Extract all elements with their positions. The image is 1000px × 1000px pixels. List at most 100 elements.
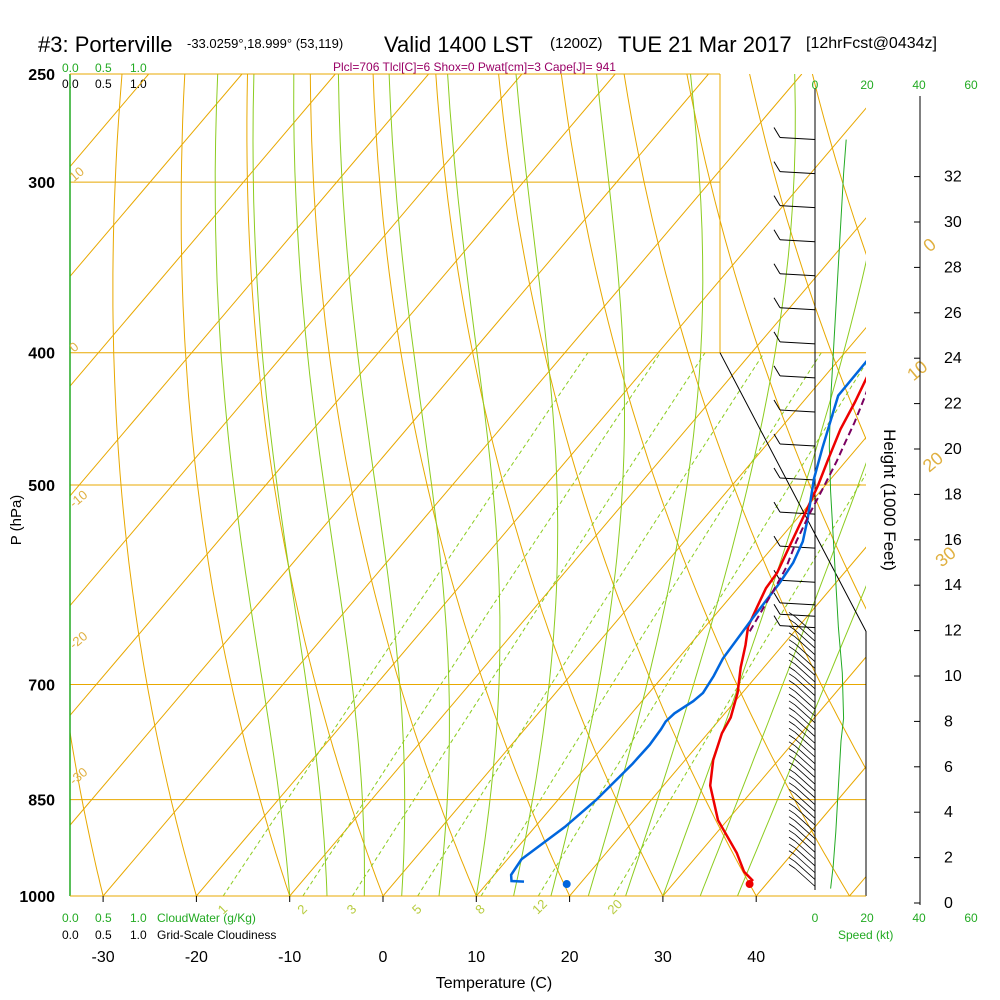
- wind-barb-shaft: [779, 477, 816, 481]
- wind-barb-flag: [773, 195, 781, 206]
- temperature-tick-label: -20: [185, 949, 208, 966]
- wind-barb-flag: [773, 603, 781, 615]
- wind-barb-shaft: [794, 806, 816, 826]
- wind-barb-shaft: [779, 273, 816, 277]
- height-axis-label: Height (1000 Feet): [880, 429, 899, 571]
- speed-tick-label: 20: [860, 78, 874, 92]
- pressure-tick-label: 700: [28, 678, 55, 695]
- wind-barb: [788, 816, 816, 840]
- height-tick-label: 28: [944, 259, 962, 276]
- cloudiness-scale-tick: 0.0: [62, 928, 79, 942]
- cloudwater-label: CloudWater (g/Kg): [157, 911, 256, 925]
- wind-barb-shaft: [779, 171, 816, 175]
- cloud-scale-tick: 0.5: [95, 61, 112, 75]
- wind-barb-flag: [773, 592, 781, 604]
- temperature-trace: [708, 376, 866, 882]
- wind-barb-shaft: [794, 752, 816, 771]
- station-title: #3: Porterville: [38, 32, 173, 57]
- wind-barb: [788, 768, 816, 792]
- wind-barb-shaft: [794, 820, 816, 840]
- wind-barb-flag: [773, 433, 781, 445]
- height-tick-label: 4: [944, 804, 953, 821]
- wind-barb-flag: [788, 714, 796, 719]
- wind-barb-flag: [788, 618, 796, 624]
- wind-barb-flag: [788, 680, 796, 685]
- parcel-trace: [748, 390, 866, 632]
- wind-barb: [788, 789, 816, 812]
- isobars: [70, 73, 866, 897]
- wind-barb-flag: [788, 850, 796, 856]
- isotherm-label: 10: [903, 356, 931, 384]
- isotherm-line: [70, 74, 243, 278]
- dry-adiabat-line: [435, 74, 664, 896]
- height-tick-label: 10: [944, 668, 962, 685]
- height-tick-label: 24: [944, 350, 962, 367]
- wind-barb-shaft: [794, 779, 816, 799]
- temperature-tick-label: 30: [654, 949, 672, 966]
- x-axis-label: Temperature (C): [436, 975, 552, 992]
- wind-barb: [773, 399, 816, 413]
- wind-barb-shaft: [794, 793, 816, 812]
- wind-barb-shaft: [794, 670, 816, 690]
- temperature-tick-label: 0: [379, 949, 388, 966]
- dry-adiabat-line: [560, 74, 850, 896]
- moist-adiabat-line: [252, 74, 328, 896]
- cloud-scale-tick: 0.0: [62, 61, 79, 75]
- temperature-tick-label: -30: [92, 949, 115, 966]
- cloud-scale-bottom: 0.0 0.5 1.0 CloudWater (g/Kg) 0.0 0.5 1.…: [62, 911, 276, 942]
- dry-adiabat-line: [0, 74, 10, 896]
- wind-barb-shaft: [794, 643, 816, 662]
- wind-barb-shaft: [794, 854, 816, 874]
- mixing-ratio-label: 12: [529, 896, 550, 917]
- wind-barb: [788, 795, 816, 819]
- forecast-run: [12hrFcst@0434z]: [806, 35, 937, 52]
- wind-barb: [773, 331, 816, 345]
- wind-barb-flag: [788, 659, 796, 665]
- valid-time: Valid 1400 LST: [384, 32, 533, 57]
- cloud-scale-tick: 1.0: [130, 61, 147, 75]
- wind-barb-flag: [773, 399, 781, 411]
- isotherm-label: 0: [919, 234, 940, 256]
- surface-temperature-marker: [745, 880, 754, 889]
- wind-barb-shaft: [794, 799, 816, 819]
- height-tick-label: 20: [944, 441, 962, 458]
- wind-barb-flag: [773, 161, 781, 172]
- cloud-scale-tick: 1.0: [130, 911, 147, 925]
- isotherm-label: 20: [919, 448, 947, 476]
- wind-barb-flag: [773, 535, 781, 547]
- wind-barb: [773, 263, 816, 277]
- pressure-tick-label: 300: [28, 175, 55, 192]
- surface-dewpoint-marker: [562, 880, 571, 889]
- wind-barb-shaft: [794, 738, 816, 758]
- wind-barb-flag: [788, 721, 796, 726]
- wind-barb: [788, 666, 816, 690]
- wind-barb-flag: [788, 829, 796, 835]
- dry-adiabat-line: [686, 74, 866, 610]
- wind-barb: [788, 829, 816, 853]
- speed-tick-label: 40: [912, 911, 926, 925]
- wind-barb: [788, 673, 816, 696]
- wind-barb-shaft: [794, 765, 816, 785]
- wind-barb: [773, 569, 816, 583]
- wind-barb-flag: [788, 707, 796, 713]
- wind-barb: [788, 639, 816, 662]
- wind-barb: [788, 782, 816, 805]
- wind-barb-shaft: [794, 691, 816, 710]
- wind-barb: [788, 612, 816, 635]
- wind-barb-flag: [788, 612, 796, 617]
- wind-barb-shaft: [779, 137, 816, 141]
- wind-barb: [788, 850, 816, 874]
- moist-adiabat-line: [587, 74, 704, 896]
- mixing-ratio-label: 20: [604, 896, 625, 917]
- wind-barb-flag: [788, 775, 796, 781]
- speed-axis-label: Speed (kt): [838, 928, 893, 942]
- wind-barb: [788, 748, 816, 771]
- wind-barb: [788, 632, 816, 656]
- mixing-ratio-label: 2: [294, 901, 310, 917]
- cloudiness-label: Grid-Scale Cloudiness: [157, 928, 276, 942]
- wind-barb-shaft: [779, 579, 816, 583]
- wind-barb-shaft: [794, 704, 816, 724]
- wind-barb-flag: [788, 864, 796, 869]
